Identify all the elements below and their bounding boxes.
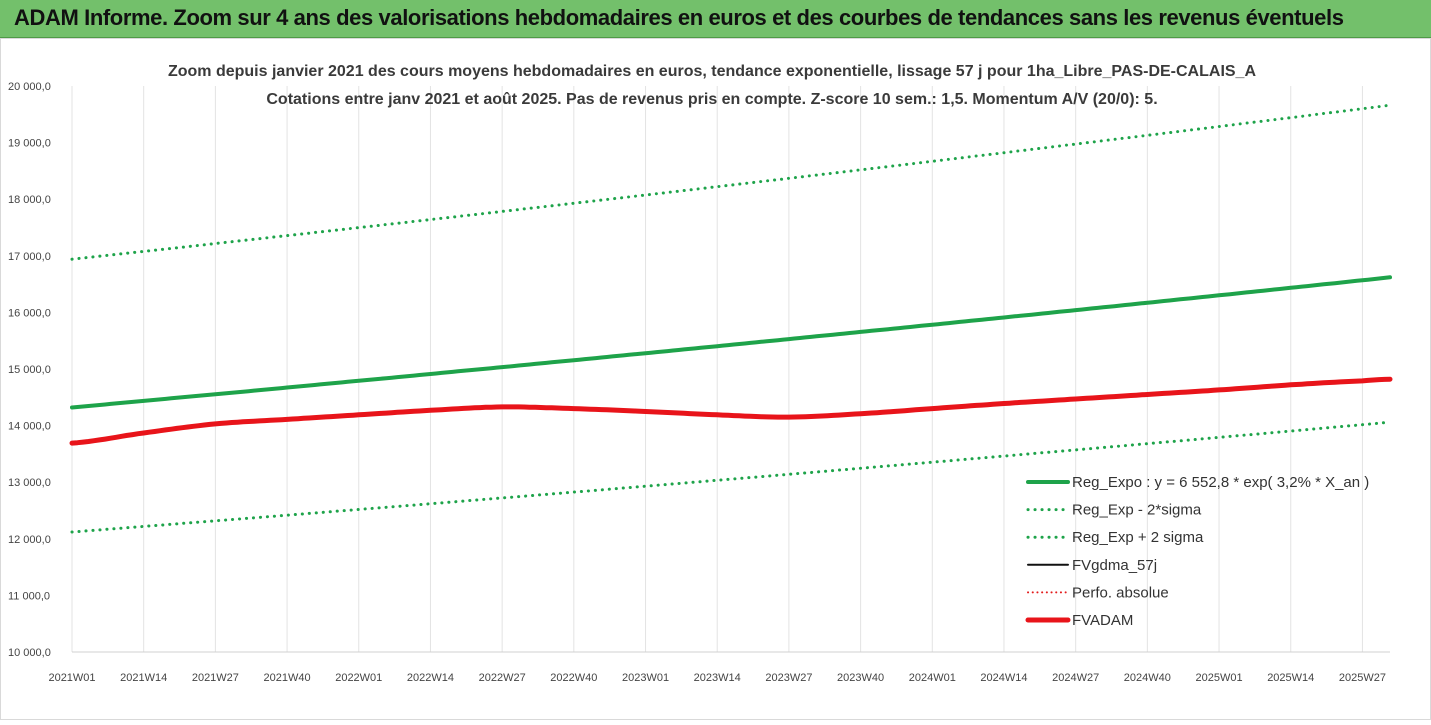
y-axis-ticks: 10 000,0 11 000,0 12 000,0 13 000,0 14 000,0… xyxy=(8,81,51,659)
y-tick-label: 13 000,0 xyxy=(8,477,51,489)
x-tick-label: 2025W14 xyxy=(1267,672,1314,684)
legend-label: Reg_Expo : y = 6 552,8 * exp( 3,2% * X_a… xyxy=(1072,474,1369,491)
x-tick-label: 2021W14 xyxy=(120,672,167,684)
x-tick-label: 2021W01 xyxy=(48,672,95,684)
x-tick-label: 2024W27 xyxy=(1052,672,1099,684)
x-tick-label: 2024W14 xyxy=(980,672,1027,684)
y-tick-label: 20 000,0 xyxy=(8,81,51,93)
x-tick-label: 2022W40 xyxy=(550,672,597,684)
y-tick-label: 14 000,0 xyxy=(8,421,51,433)
x-tick-label: 2023W14 xyxy=(694,672,741,684)
x-tick-label: 2025W27 xyxy=(1339,672,1386,684)
y-tick-label: 15 000,0 xyxy=(8,364,51,376)
y-tick-label: 12 000,0 xyxy=(8,534,51,546)
x-tick-label: 2022W27 xyxy=(479,672,526,684)
legend-label: FVgdma_57j xyxy=(1072,557,1157,574)
x-tick-label: 2024W01 xyxy=(909,672,956,684)
chart-area: 10 000,0 11 000,0 12 000,0 13 000,0 14 000,0… xyxy=(0,38,1431,720)
legend-label: FVADAM xyxy=(1072,612,1133,629)
x-tick-label: 2023W40 xyxy=(837,672,884,684)
chart-title: Zoom depuis janvier 2021 des cours moyen… xyxy=(168,63,1256,80)
x-tick-label: 2023W27 xyxy=(765,672,812,684)
series-line-reg-expo-y-6-552-8-exp-3-2-x-an xyxy=(70,275,1392,410)
gridlines xyxy=(71,86,1390,653)
chart-subtitle: Cotations entre janv 2021 et août 2025. … xyxy=(266,91,1157,108)
legend-label: Reg_Exp + 2 sigma xyxy=(1072,529,1204,546)
x-tick-label: 2021W40 xyxy=(264,672,311,684)
x-tick-label: 2024W40 xyxy=(1124,672,1171,684)
x-tick-label: 2022W14 xyxy=(407,672,454,684)
chart-border xyxy=(0,38,1431,720)
series-line-fvadam xyxy=(69,376,1393,446)
y-tick-label: 10 000,0 xyxy=(8,647,51,659)
legend: Reg_Expo : y = 6 552,8 * exp( 3,2% * X_a… xyxy=(1025,474,1369,629)
banner-title: ADAM Informe. Zoom sur 4 ans des valoris… xyxy=(14,5,1344,30)
series-line-reg-exp-2-sigma xyxy=(70,103,1392,261)
title-banner: ADAM Informe. Zoom sur 4 ans des valoris… xyxy=(0,0,1431,38)
y-tick-label: 17 000,0 xyxy=(8,251,51,263)
y-tick-label: 11 000,0 xyxy=(8,590,50,602)
x-axis-ticks: 2021W01 2021W14 2021W27 2021W40 2022W01 2022W… xyxy=(48,672,1386,684)
series-lines xyxy=(69,103,1393,534)
x-tick-label: 2021W27 xyxy=(192,672,239,684)
x-tick-label: 2025W01 xyxy=(1195,672,1242,684)
legend-label: Perfo. absolue xyxy=(1072,584,1169,601)
x-tick-label: 2023W01 xyxy=(622,672,669,684)
legend-label: Reg_Exp - 2*sigma xyxy=(1072,502,1202,519)
x-tick-label: 2022W01 xyxy=(335,672,382,684)
line-chart: 10 000,0 11 000,0 12 000,0 13 000,0 14 000,0… xyxy=(0,38,1431,720)
y-tick-label: 19 000,0 xyxy=(8,138,51,150)
y-tick-label: 18 000,0 xyxy=(8,194,51,206)
y-tick-label: 16 000,0 xyxy=(8,307,51,319)
